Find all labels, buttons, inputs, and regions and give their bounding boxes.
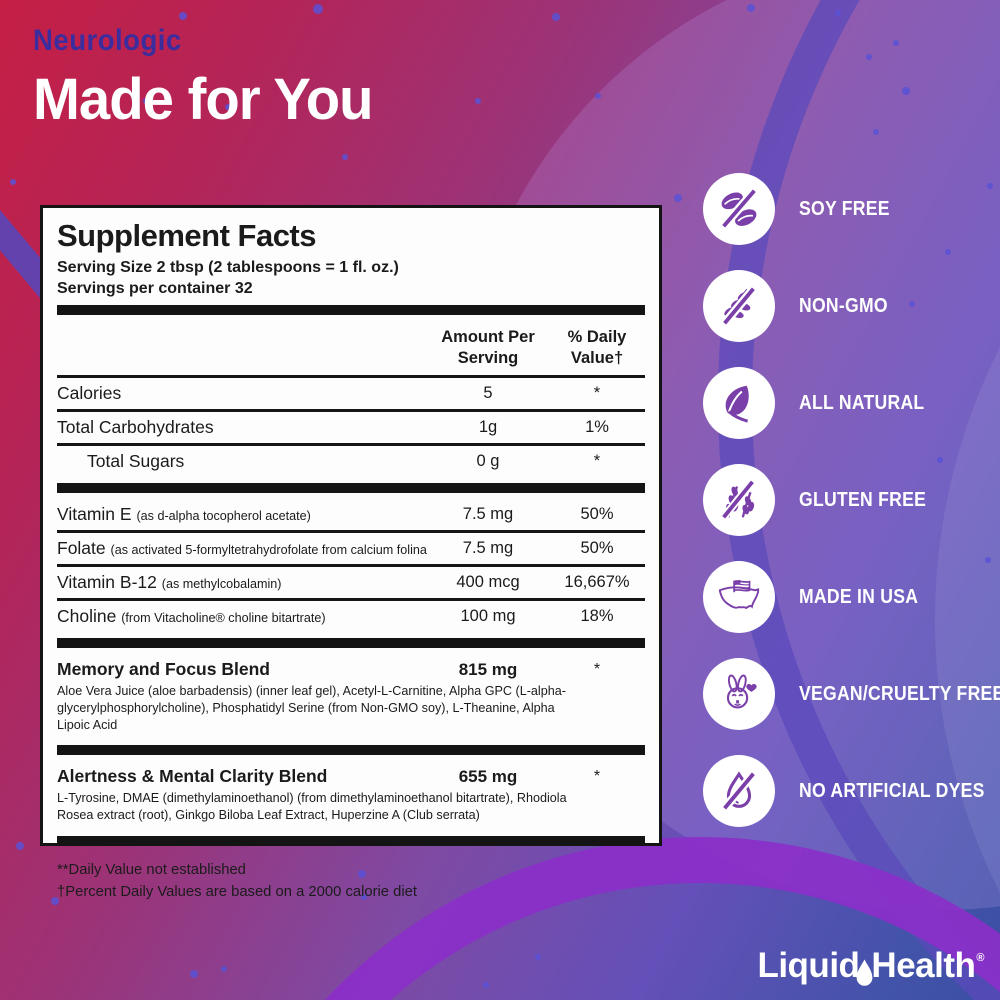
- row-amount: 7.5 mg: [462, 539, 514, 558]
- badge-non-gmo: NON-GMO: [703, 270, 1000, 342]
- badge-label: SOY FREE: [799, 197, 890, 220]
- all-natural-icon: [703, 367, 775, 439]
- column-header-amount: Amount Per Serving: [441, 328, 535, 367]
- table-header-row: Amount Per Serving % Daily Value†: [57, 321, 645, 375]
- blend-dv: *: [593, 767, 601, 785]
- row-name: Folate: [57, 538, 106, 559]
- logo-word-health: Health: [871, 946, 976, 985]
- divider: [57, 375, 645, 379]
- row-amount: 400 mcg: [456, 573, 520, 592]
- page-title: Made for You: [33, 67, 373, 132]
- non-gmo-icon: [703, 270, 775, 342]
- product-name: Neurologic: [33, 24, 182, 57]
- blend-ingredients: L-Tyrosine, DMAE (dimethylaminoethanol) …: [57, 791, 567, 822]
- gluten-free-icon: [703, 464, 775, 536]
- no-artificial-dyes-icon: [703, 755, 775, 827]
- blend-alertness-clarity: Alertness & Mental Clarity Blend 655 mg …: [57, 761, 645, 829]
- registered-mark: ®: [976, 952, 984, 964]
- footnotes: **Daily Value not established †Percent D…: [57, 852, 645, 903]
- footnote-daily-value: **Daily Value not established: [57, 861, 246, 878]
- row-amount: 5: [483, 384, 493, 403]
- logo-word-liquid: Liquid: [757, 946, 860, 985]
- badge-label: VEGAN/CRUELTY FREE: [799, 682, 1000, 705]
- row-name: Vitamin E: [57, 504, 132, 525]
- badge-gluten-free: GLUTEN FREE: [703, 464, 1000, 536]
- divider-thick: [57, 835, 645, 846]
- serving-size: Serving Size 2 tbsp (2 tablespoons = 1 f…: [57, 259, 399, 276]
- row-dv: 1%: [585, 418, 609, 437]
- row-name: Choline: [57, 606, 117, 627]
- row-amount: 0 g: [476, 452, 500, 471]
- badge-all-natural: ALL NATURAL: [703, 367, 1000, 439]
- badge-no-artificial-dyes: NO ARTIFICIAL DYES: [703, 755, 1000, 827]
- row-dv: 50%: [580, 505, 614, 524]
- badge-label: MADE IN USA: [799, 585, 919, 608]
- badge-label: GLUTEN FREE: [799, 488, 927, 511]
- table-row-calories: Calories 5 *: [57, 378, 645, 409]
- servings-per-container: Servings per container 32: [57, 280, 253, 298]
- footnote-percent-dv: †Percent Daily Values are based on a 200…: [57, 883, 418, 900]
- badge-label: NON-GMO: [799, 294, 888, 317]
- row-dv: 16,667%: [564, 573, 630, 592]
- row-dv: 50%: [580, 539, 614, 558]
- panel-title: Supplement Facts: [57, 218, 317, 253]
- feature-badges: SOY FREE NON-GMO: [703, 173, 1000, 827]
- row-dv: *: [593, 452, 601, 471]
- blend-name: Alertness & Mental Clarity Blend: [57, 766, 328, 787]
- badge-made-in-usa: MADE IN USA: [703, 561, 1000, 633]
- hero: Neurologic Made for You: [33, 24, 383, 133]
- table-row-total-sugars: Total Sugars 0 g *: [57, 446, 645, 477]
- divider-thick: [57, 483, 645, 494]
- water-drop-icon: [857, 959, 873, 986]
- supplement-facts-panel: Supplement Facts Serving Size 2 tbsp (2 …: [40, 205, 662, 900]
- divider: [57, 443, 645, 447]
- row-name: Total Carbohydrates: [57, 417, 214, 438]
- row-name: Vitamin B-12: [57, 572, 157, 593]
- row-dv: *: [593, 384, 601, 403]
- made-in-usa-icon: [703, 561, 775, 633]
- blend-name: Memory and Focus Blend: [57, 659, 270, 680]
- row-detail: (as activated 5-formyltetrahydrofolate f…: [110, 543, 427, 558]
- divider: [57, 564, 645, 568]
- divider: [57, 409, 645, 413]
- blend-memory-focus: Memory and Focus Blend 815 mg * Aloe Ver…: [57, 654, 645, 739]
- badge-vegan-cruelty-free: VEGAN/CRUELTY FREE: [703, 658, 1000, 730]
- divider: [57, 530, 645, 534]
- row-detail: (from Vitacholine® choline bitartrate): [121, 611, 326, 626]
- row-name: Calories: [57, 383, 122, 404]
- badge-label: NO ARTIFICIAL DYES: [799, 779, 985, 802]
- blend-dv: *: [593, 660, 601, 678]
- badge-label: ALL NATURAL: [799, 391, 925, 414]
- divider-thick: [57, 305, 645, 316]
- table-row-total-carbohydrates: Total Carbohydrates 1g 1%: [57, 412, 645, 443]
- row-detail: (as d-alpha tocopherol acetate): [136, 509, 311, 524]
- brand-logo: Liquid Health ®: [757, 946, 984, 986]
- divider: [57, 598, 645, 602]
- vegan-cruelty-free-icon: [703, 658, 775, 730]
- table-row-vitamin-b12: Vitamin B-12 (as methylcobalamin) 400 mc…: [57, 567, 645, 598]
- row-amount: 1g: [478, 418, 498, 437]
- column-header-daily-value: % Daily Value†: [567, 328, 627, 367]
- divider-thick: [57, 638, 645, 649]
- table-row-choline: Choline (from Vitacholine® choline bitar…: [57, 601, 645, 632]
- table-row-vitamin-e: Vitamin E (as d-alpha tocopherol acetate…: [57, 499, 645, 530]
- row-name: Total Sugars: [87, 451, 185, 472]
- blend-amount: 815 mg: [458, 659, 518, 679]
- row-amount: 100 mg: [460, 607, 516, 626]
- row-amount: 7.5 mg: [462, 505, 514, 524]
- blend-amount: 655 mg: [458, 766, 518, 786]
- badge-soy-free: SOY FREE: [703, 173, 1000, 245]
- row-dv: 18%: [580, 607, 614, 626]
- divider-thick: [57, 745, 645, 756]
- soy-free-icon: [703, 173, 775, 245]
- row-detail: (as methylcobalamin): [161, 577, 282, 592]
- table-row-folate: Folate (as activated 5-formyltetrahydrof…: [57, 533, 645, 564]
- blend-ingredients: Aloe Vera Juice (aloe barbadensis) (inne…: [57, 684, 566, 732]
